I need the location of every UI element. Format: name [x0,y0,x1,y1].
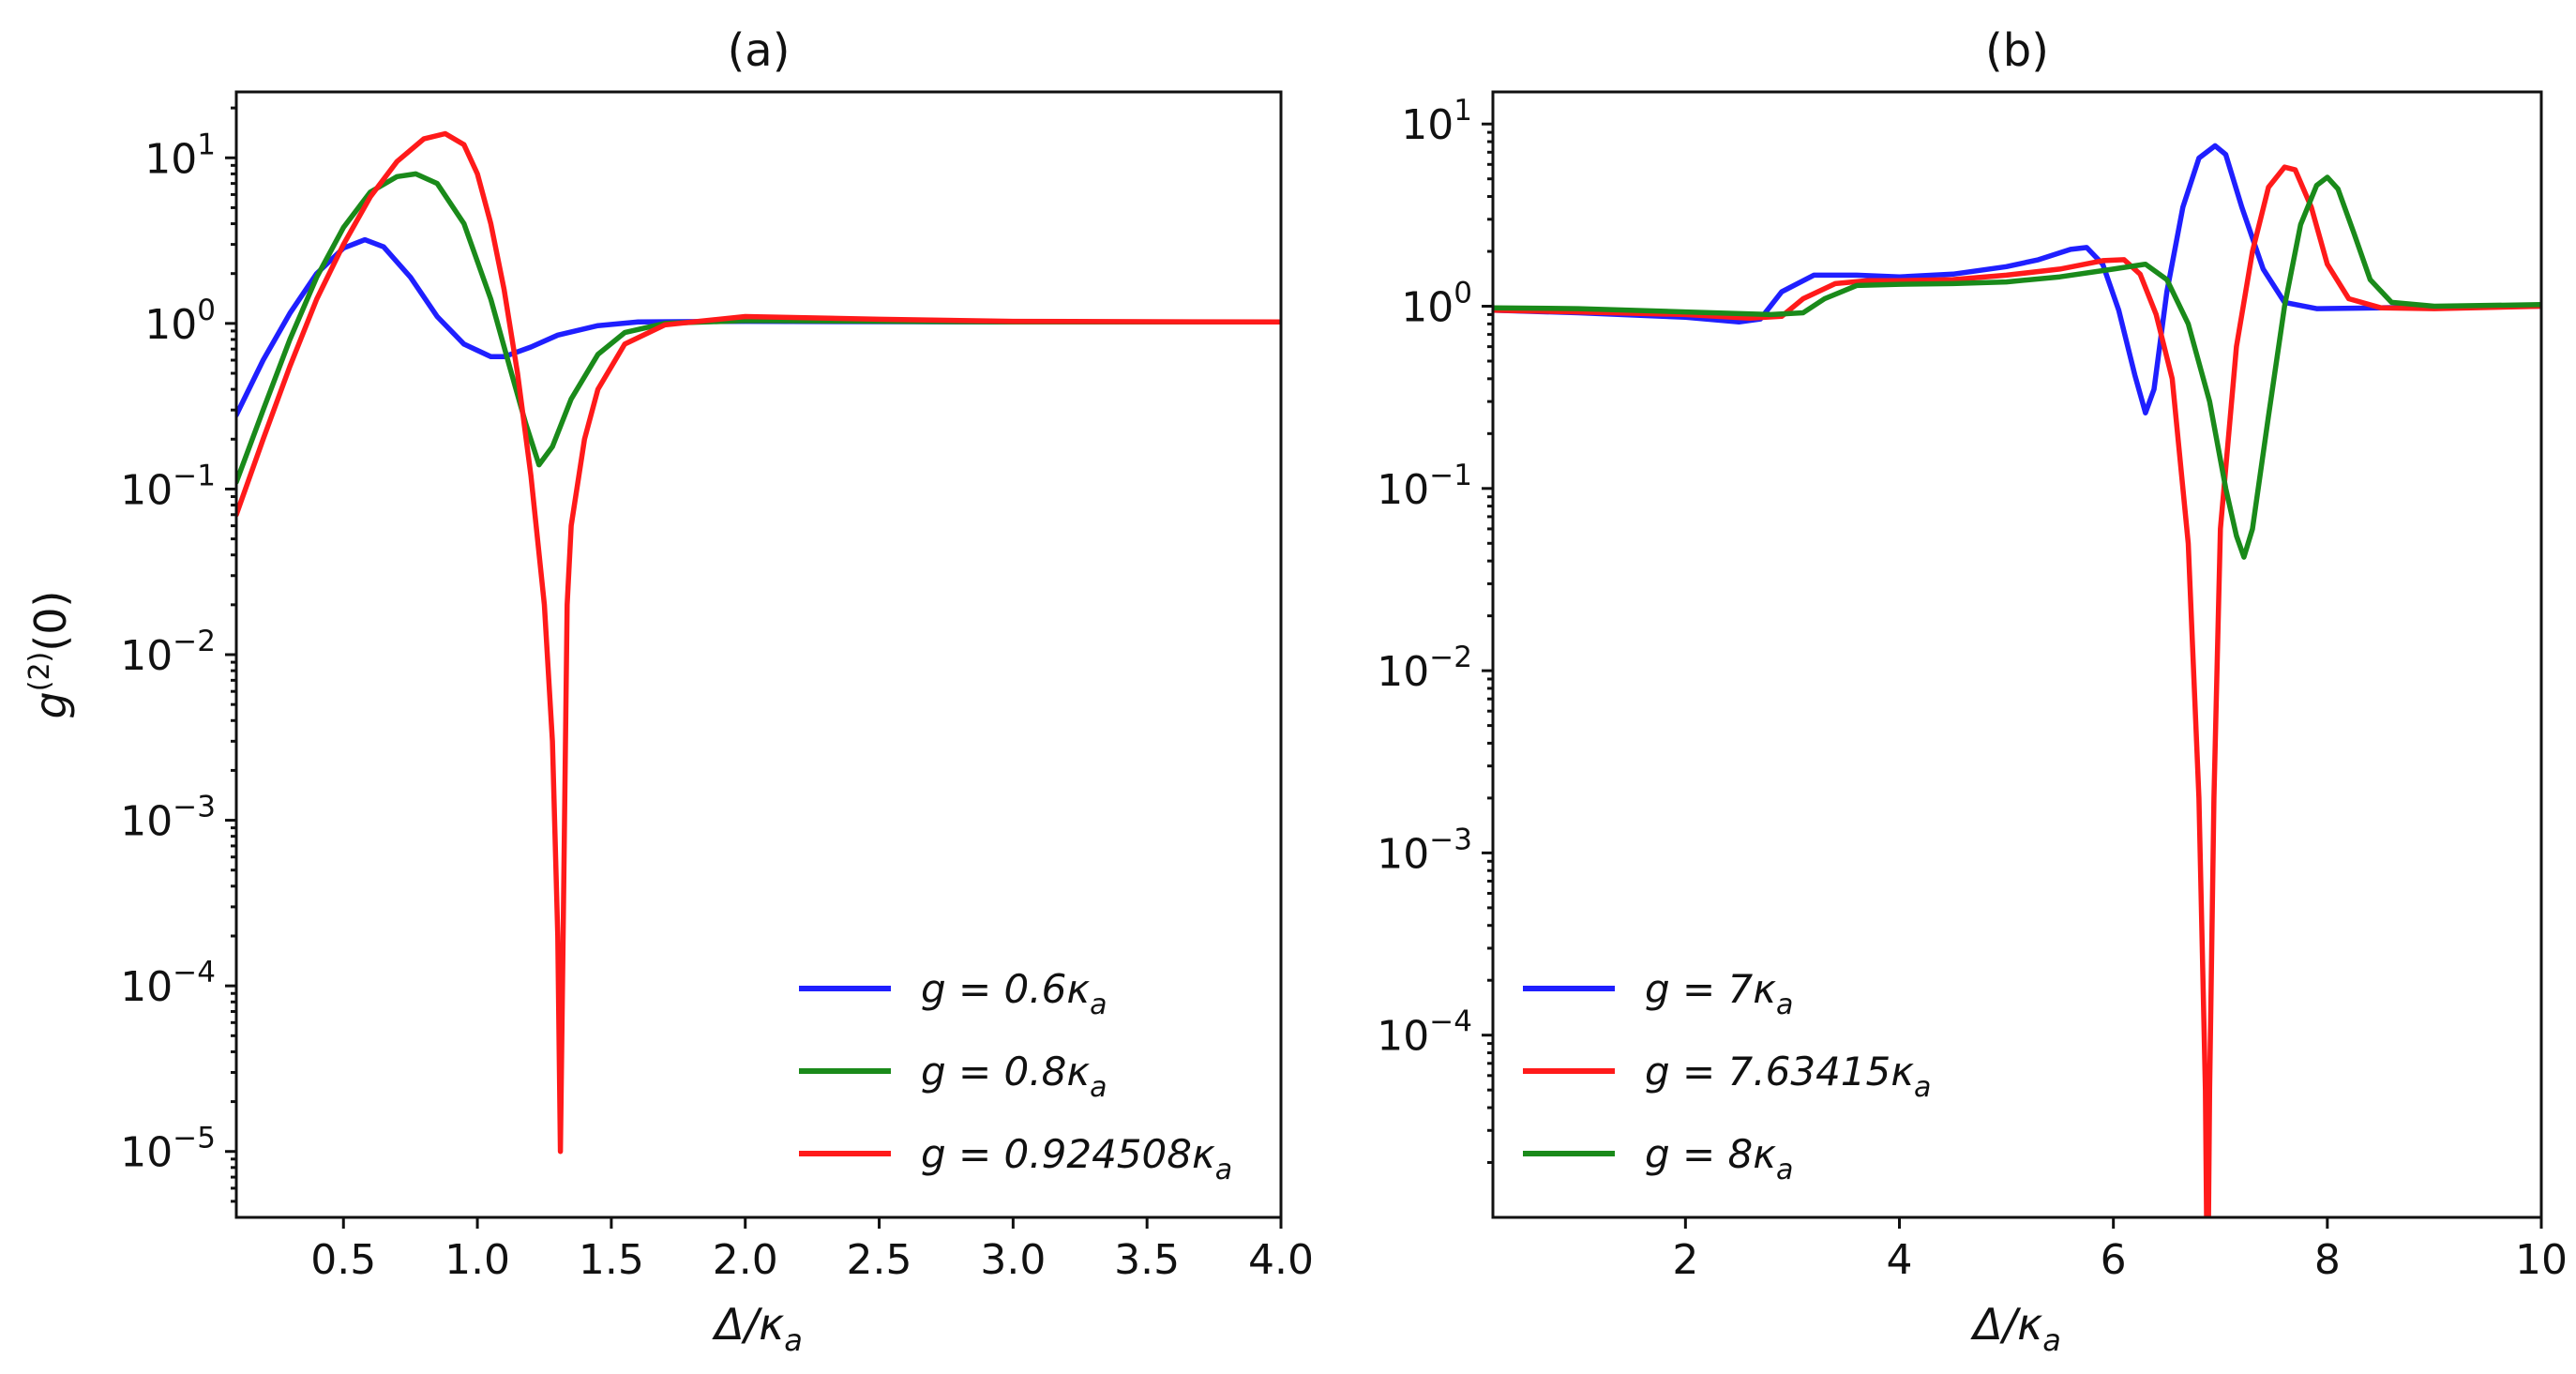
legend-label: g = 7.63415κa [1645,1049,1931,1104]
y-tick-label: 10−2 [1377,641,1472,696]
chart-title: (b) [1985,24,2049,77]
series-line-1 [1493,164,2541,1217]
x-tick-label: 4 [1887,1236,1913,1284]
x-tick-label: 1.0 [444,1236,510,1284]
x-tick-label: 0.5 [310,1236,376,1284]
x-tick-label: 6 [2101,1236,2127,1284]
y-tick-label: 10−3 [120,791,216,846]
y-tick-label: 101 [144,128,216,183]
series-group [1493,143,2541,1217]
series-line-2 [1493,174,2541,560]
series-line-0 [236,236,1281,418]
x-tick-label: 3.0 [980,1236,1046,1284]
panel-b: (b) 2 4 6 8 10 101 100 10−1 10−2 10−3 10−4 Δ/κa g = 7… [1377,24,2568,1358]
y-tick-label: 10−1 [1377,459,1472,514]
x-tick-label: 1.5 [579,1236,644,1284]
legend: g = 7κa g = 7.63415κa g = 8κa [1523,966,1931,1186]
x-tick-label: 10 [2515,1236,2568,1284]
legend-label: g = 8κa [1645,1131,1793,1186]
y-tick-label: 10−3 [1377,823,1472,878]
series-group [236,130,1281,1155]
legend-label: g = 0.6κa [921,966,1107,1021]
y-tick-label: 10−2 [120,625,216,680]
y-axis-label: g(2)(0) [23,591,76,719]
x-axis-label: Δ/κa [712,1299,803,1358]
panel-a: (a) 0.5 1.0 1.5 2.0 2.5 3.0 3.5 4.0 101 100 10−1 10−… [23,24,1314,1358]
legend-label: g = 0.924508κa [921,1131,1232,1186]
series-line-0 [1493,143,2541,415]
x-tick-label: 2.0 [713,1236,778,1284]
y-tick-label: 10−1 [120,459,216,514]
y-tick-label: 100 [144,294,216,349]
legend: g = 0.6κa g = 0.8κa g = 0.924508κa [799,966,1232,1186]
plot-frame [1491,90,2543,1219]
series-line-1 [236,171,1281,485]
x-tick-label: 4.0 [1248,1236,1314,1284]
y-tick-label: 10−5 [120,1122,216,1177]
x-tick-label: 2.5 [847,1236,912,1284]
chart-title: (a) [728,24,791,77]
legend-label: g = 0.8κa [921,1049,1107,1104]
series-line-2 [236,130,1281,1155]
y-tick-label: 101 [1401,94,1472,149]
x-tick-label: 3.5 [1114,1236,1180,1284]
y-tick-label: 100 [1401,277,1472,332]
x-tick-label: 8 [2314,1236,2341,1284]
x-axis-label: Δ/κa [1970,1299,2061,1358]
legend-label: g = 7κa [1645,966,1793,1021]
x-tick-label: 2 [1672,1236,1698,1284]
y-tick-label: 10−4 [1377,1005,1472,1061]
y-tick-label: 10−4 [120,956,216,1011]
